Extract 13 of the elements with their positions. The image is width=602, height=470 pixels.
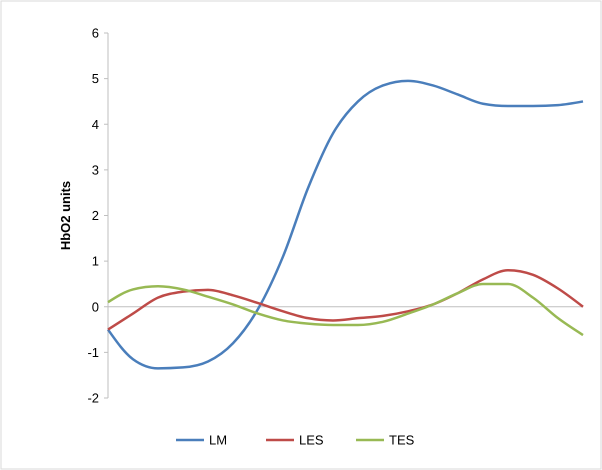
- y-tick-label: 2: [92, 208, 99, 224]
- y-tick-label: 1: [92, 254, 99, 269]
- y-tick-label: -1: [87, 344, 99, 360]
- y-tick-label: 5: [92, 71, 99, 86]
- y-axis-title: HbO2 units: [58, 180, 73, 250]
- legend-label: LM: [209, 432, 228, 448]
- y-tick-label: 0: [92, 299, 99, 314]
- legend-label: LES: [299, 432, 324, 448]
- y-tick-label: -2: [87, 390, 99, 406]
- legend-label: TES: [389, 432, 415, 448]
- y-tick-label: 6: [92, 26, 99, 41]
- y-tick-label: 4: [92, 116, 99, 132]
- y-tick-label: 3: [92, 162, 99, 178]
